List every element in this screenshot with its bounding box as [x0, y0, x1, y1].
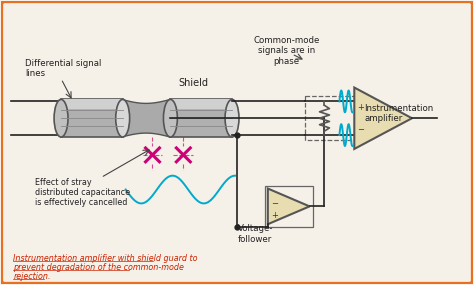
Text: rejection.: rejection. [13, 272, 51, 281]
Bar [305, 96, 356, 140]
Text: +: + [357, 103, 364, 112]
Polygon shape [61, 99, 123, 137]
Text: −: − [271, 199, 278, 208]
Polygon shape [61, 99, 123, 109]
Text: Shield: Shield [178, 78, 208, 87]
Polygon shape [170, 99, 232, 109]
Text: Instrumentation amplifier with shield guard to: Instrumentation amplifier with shield gu… [13, 254, 198, 263]
Bar [265, 186, 312, 227]
Text: Effect of stray
distributed capacitance
is effectively cancelled: Effect of stray distributed capacitance … [36, 178, 130, 207]
Text: −: − [357, 125, 365, 134]
Text: Instrumentation
amplifier: Instrumentation amplifier [364, 103, 434, 123]
Text: Voltage-
follower: Voltage- follower [238, 224, 273, 244]
Ellipse shape [116, 99, 129, 137]
Ellipse shape [164, 99, 177, 137]
Text: +: + [271, 211, 278, 220]
Ellipse shape [225, 99, 239, 137]
Text: Differential signal
lines: Differential signal lines [25, 59, 101, 78]
Polygon shape [268, 189, 310, 224]
Text: prevent degradation of the common-mode: prevent degradation of the common-mode [13, 263, 184, 272]
Polygon shape [122, 99, 170, 137]
Polygon shape [354, 87, 412, 149]
Text: Common-mode
signals are in
phase: Common-mode signals are in phase [254, 36, 320, 66]
Ellipse shape [54, 99, 68, 137]
Polygon shape [170, 99, 232, 137]
